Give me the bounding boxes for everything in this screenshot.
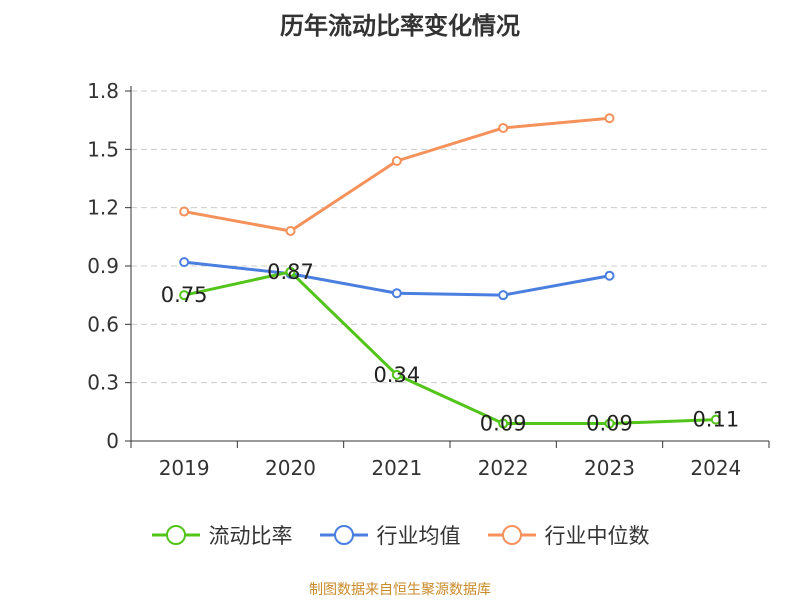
- x-tick-label: 2019: [159, 456, 210, 480]
- legend-line-circle-icon: [151, 525, 200, 545]
- data-point: [179, 257, 190, 268]
- series-line-2: [183, 116, 610, 233]
- data-point: [498, 122, 509, 133]
- x-tick-label: 2024: [690, 456, 741, 480]
- data-point: [604, 113, 615, 124]
- data-label: 0.09: [480, 412, 527, 436]
- legend-item[interactable]: 行业中位数: [487, 520, 650, 550]
- data-point: [285, 266, 296, 277]
- data-label: 0.34: [373, 363, 420, 387]
- data-point: [179, 290, 190, 301]
- data-label: 0.09: [586, 412, 633, 436]
- legend-line-circle-icon: [319, 525, 368, 545]
- data-point: [498, 418, 509, 429]
- legend-swatch-circle: [333, 525, 354, 545]
- data-point: [179, 206, 190, 217]
- x-tick-label: 2020: [265, 456, 316, 480]
- legend-item[interactable]: 流动比率: [151, 520, 293, 550]
- legend-swatch-circle: [165, 525, 186, 545]
- legend: 流动比率 行业均值 行业中位数: [0, 520, 800, 550]
- legend-item[interactable]: 行业均值: [319, 520, 461, 550]
- y-tick-label: 0.6: [87, 312, 119, 336]
- legend-swatch-circle: [501, 525, 522, 545]
- data-label: 0.87: [267, 260, 314, 284]
- legend-label: 行业中位数: [544, 524, 650, 548]
- y-tick-label: 0: [106, 429, 119, 453]
- x-tick-label: 2022: [478, 456, 529, 480]
- source-note: 制图数据来自恒生聚源数据库: [309, 582, 491, 598]
- legend-label: 流动比率: [208, 524, 293, 548]
- data-label: 0.11: [692, 408, 739, 432]
- y-tick-label: 0.3: [87, 371, 119, 395]
- data-label: 0.75: [161, 283, 208, 307]
- data-point: [498, 290, 509, 301]
- x-tick-label: 2023: [584, 456, 635, 480]
- y-tick-label: 1.8: [87, 79, 119, 103]
- y-tick-label: 1.5: [87, 137, 119, 161]
- legend-line-circle-icon: [487, 525, 536, 545]
- legend-label: 行业均值: [376, 524, 461, 548]
- data-point: [604, 270, 615, 281]
- data-point: [604, 418, 615, 429]
- data-point: [391, 288, 402, 299]
- y-tick-label: 1.2: [87, 196, 119, 220]
- chart-title: 历年流动比率变化情况: [280, 12, 520, 40]
- data-point: [285, 226, 296, 236]
- series-line-0: [183, 270, 716, 425]
- data-point: [710, 414, 721, 425]
- data-point: [391, 369, 402, 380]
- y-tick-label: 0.9: [87, 254, 119, 278]
- x-tick-label: 2021: [371, 456, 422, 480]
- data-point: [391, 156, 402, 166]
